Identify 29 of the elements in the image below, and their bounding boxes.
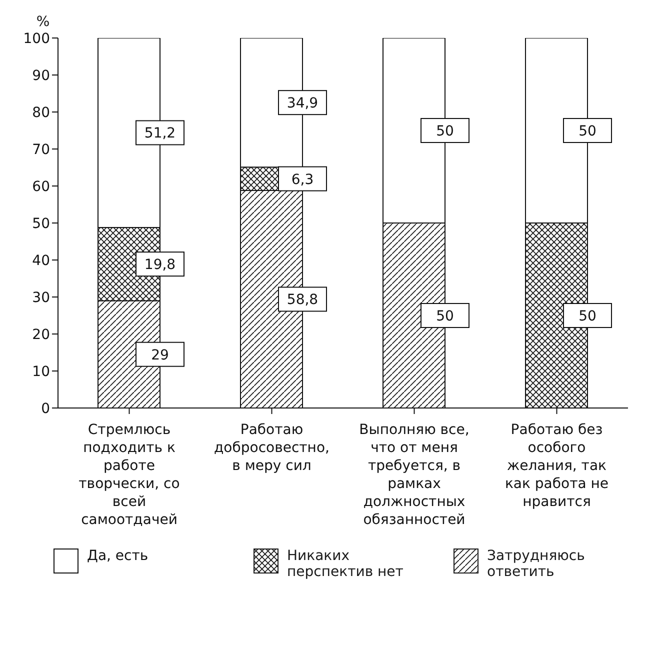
y-tick-label: 70 bbox=[32, 142, 50, 158]
data-label: 51,2 bbox=[144, 126, 176, 142]
y-tick-label: 30 bbox=[32, 290, 50, 306]
y-tick-label: 100 bbox=[23, 30, 50, 47]
y-tick-label: 50 bbox=[32, 216, 50, 232]
x-tick-label: Работаю без особого желания, так как работа не нравится bbox=[504, 422, 609, 510]
legend-label: Да, есть bbox=[87, 548, 150, 564]
y-tick-label: 90 bbox=[32, 68, 50, 84]
y-tick-label: 40 bbox=[32, 252, 50, 269]
x-tick-label: Работаю добросовестно, в меру сил bbox=[214, 422, 330, 474]
data-label: 6,3 bbox=[291, 172, 314, 188]
y-tick-label: 10 bbox=[32, 364, 50, 380]
data-label: 58,8 bbox=[286, 292, 318, 308]
y-tick-label: 80 bbox=[32, 104, 50, 121]
y-tick-label: 0 bbox=[41, 400, 50, 417]
data-label: 50 bbox=[578, 308, 596, 324]
data-label: 29 bbox=[151, 347, 169, 364]
data-label: 50 bbox=[578, 124, 596, 140]
y-tick-label: 60 bbox=[32, 178, 50, 195]
data-label: 34,9 bbox=[286, 96, 318, 112]
x-tick-label: Выполняю все, что от меня требуется, в рамках должностных обязанностей bbox=[359, 422, 470, 528]
y-axis-title: % bbox=[36, 14, 50, 30]
data-label: 50 bbox=[436, 308, 454, 324]
data-label: 50 bbox=[436, 124, 454, 140]
legend-label: Затрудняюсь ответить bbox=[487, 548, 586, 580]
legend-label: Никаких перспектив нет bbox=[287, 548, 404, 580]
x-tick-label: Стремлюсь подходить к работе творчески, со всей самоотдачей bbox=[78, 422, 180, 528]
data-label: 19,8 bbox=[144, 257, 176, 274]
y-tick-label: 20 bbox=[32, 326, 50, 343]
